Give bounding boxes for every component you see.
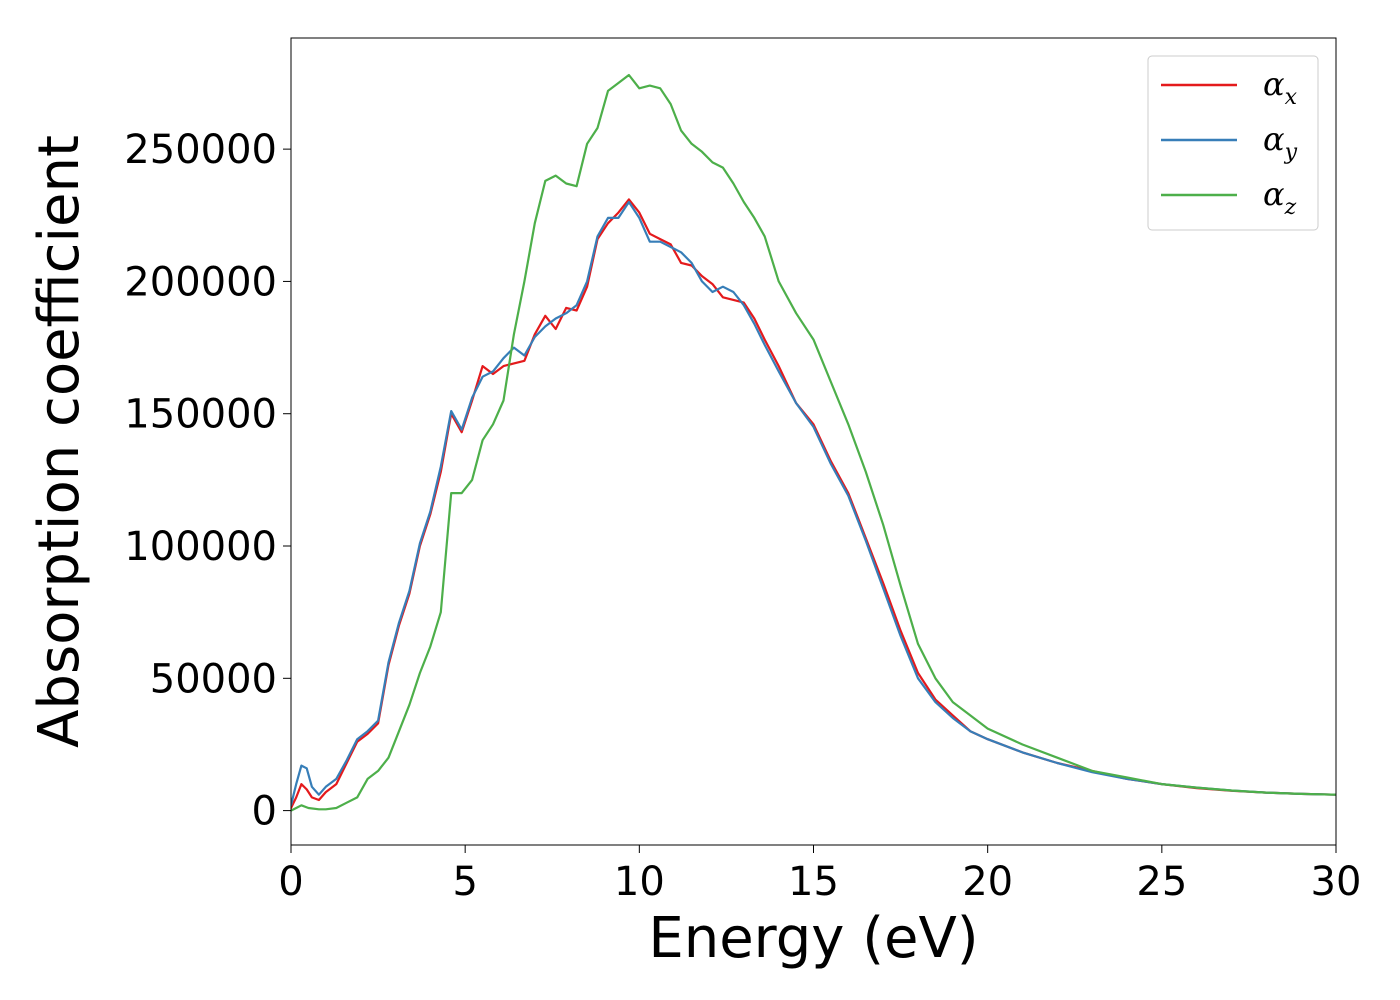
- legend-label-alpha-z: αz: [1263, 175, 1297, 220]
- series-line-alpha-y: [291, 200, 1336, 807]
- y-axis-ticks: 0 50000 100000 150000 200000 250000: [124, 127, 291, 835]
- x-tick-label: 30: [1311, 859, 1362, 905]
- y-tick-label: 100000: [124, 524, 277, 570]
- y-tick-label: 0: [252, 789, 277, 835]
- series-line-alpha-x: [291, 198, 1336, 810]
- series-layer: [291, 73, 1336, 812]
- legend: αx αy αz: [1147, 55, 1319, 231]
- x-tick-label: 10: [614, 859, 665, 905]
- x-tick-label: 0: [278, 859, 303, 905]
- y-tick-label: 250000: [124, 127, 277, 173]
- legend-box: [1147, 55, 1319, 231]
- y-axis-title: Absorption coefficient: [27, 135, 92, 748]
- x-tick-label: 15: [788, 859, 839, 905]
- x-tick-label: 25: [1136, 859, 1187, 905]
- x-tick-label: 20: [962, 859, 1013, 905]
- series-line-alpha-z: [291, 73, 1336, 812]
- x-axis-title: Energy (eV): [648, 906, 978, 971]
- y-tick-label: 200000: [124, 259, 277, 305]
- legend-label-alpha-x: αx: [1263, 65, 1298, 110]
- x-axis-ticks: 0 5 10 15 20 25 30: [278, 845, 1361, 905]
- y-tick-label: 150000: [124, 392, 277, 438]
- x-tick-label: 5: [452, 859, 477, 905]
- legend-label-alpha-y: αy: [1263, 120, 1298, 165]
- y-tick-label: 50000: [150, 656, 277, 702]
